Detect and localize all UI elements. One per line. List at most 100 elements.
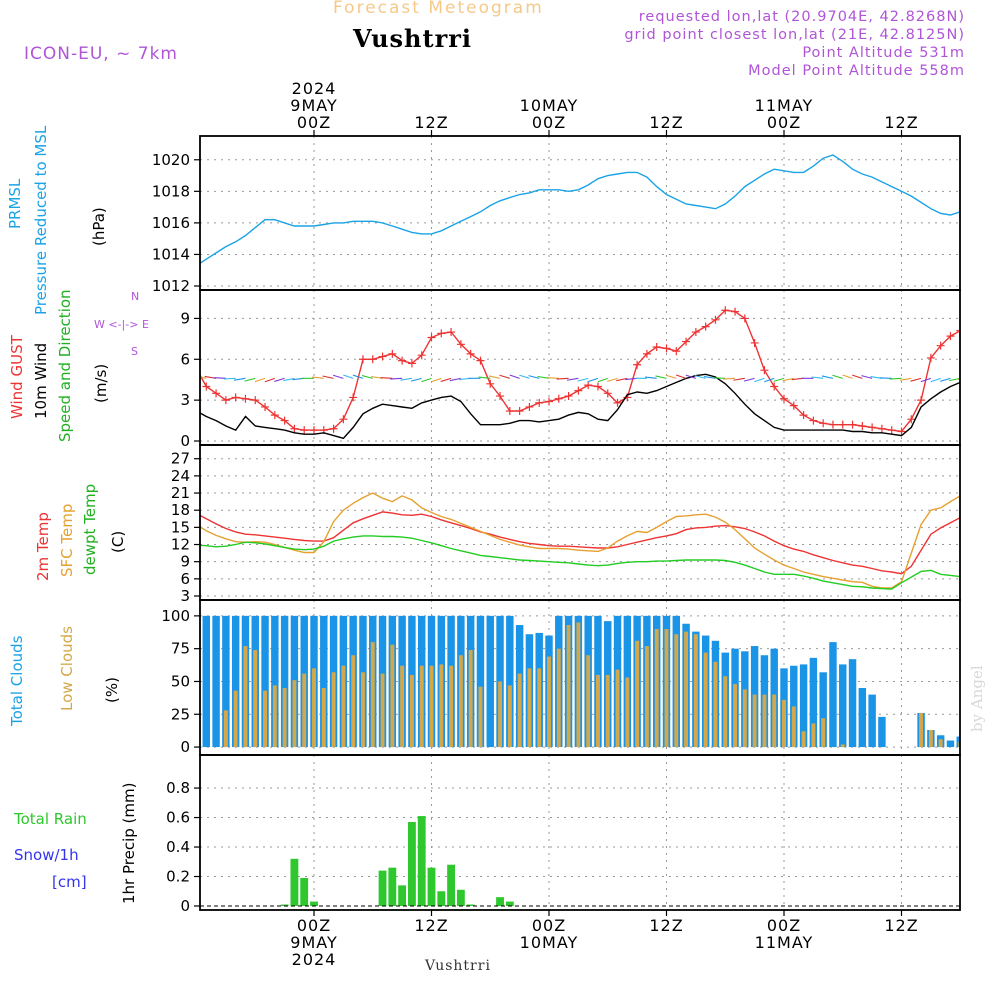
- gust-marker: [270, 411, 279, 420]
- y-tick-label: 1020: [152, 151, 190, 169]
- gust-marker: [603, 389, 612, 398]
- low-cloud-bar: [664, 628, 669, 748]
- wind-direction-arrow: [713, 377, 726, 379]
- gust-marker: [202, 382, 211, 391]
- wind-direction-arrow: [117, 378, 128, 380]
- y-tick-label: 6: [180, 570, 190, 588]
- gust-marker: [368, 355, 377, 364]
- wind-direction-arrow: [352, 374, 364, 379]
- low-cloud-bar: [811, 723, 816, 748]
- series-line-pressure: [200, 154, 960, 265]
- rain-bar: [417, 816, 426, 906]
- low-cloud-bar: [223, 710, 228, 748]
- low-cloud-bar: [840, 744, 845, 748]
- wind-direction-arrow: [343, 374, 354, 379]
- wind-direction-arrow: [167, 375, 177, 378]
- low-cloud-bar: [390, 644, 395, 748]
- gust-marker: [153, 353, 161, 361]
- wind-direction-arrow: [380, 377, 393, 379]
- total-cloud-bar: [956, 736, 960, 748]
- gust-marker: [310, 426, 318, 435]
- wind-direction-arrow: [244, 377, 256, 382]
- gust-marker: [163, 329, 171, 337]
- y-tick-label: 0: [180, 897, 190, 915]
- x-label-top: 00Z: [297, 113, 331, 132]
- product-title: Forecast Meteogram: [333, 0, 544, 18]
- gust-marker: [231, 393, 240, 402]
- low-cloud-bar: [282, 688, 287, 748]
- low-cloud-bar: [586, 655, 591, 748]
- total-cloud-bar: [0, 729, 7, 747]
- wind-direction-arrow: [910, 377, 922, 382]
- rain-bar: [456, 889, 465, 906]
- total-cloud-bar: [271, 615, 279, 748]
- low-cloud-bar: [938, 739, 943, 748]
- total-cloud-bar: [222, 615, 230, 748]
- low-cloud-bar: [723, 676, 728, 748]
- y-tick-label: 12: [171, 536, 190, 554]
- wind-direction-arrow: [607, 377, 618, 382]
- wind-direction-arrow: [930, 377, 941, 383]
- total-cloud-bar: [0, 713, 7, 747]
- wind-direction-arrow: [421, 377, 432, 383]
- gust-marker: [407, 359, 416, 368]
- x-label-bottom: 11MAY: [755, 933, 814, 952]
- total-cloud-bar: [486, 615, 494, 748]
- gust-marker: [858, 422, 867, 431]
- wind-direction-arrow: [566, 377, 579, 381]
- gust-marker: [564, 392, 573, 401]
- wind-direction-arrow: [509, 374, 520, 379]
- plot-pressure: [200, 154, 960, 265]
- y-tick-label: 25: [171, 705, 190, 723]
- wind-direction-arrow: [410, 377, 422, 382]
- gust-marker: [780, 394, 788, 403]
- gust-marker: [515, 407, 524, 416]
- y-tick-label: 21: [171, 484, 190, 502]
- wind-direction-arrow: [811, 376, 824, 379]
- total-cloud-bar: [134, 738, 141, 747]
- y-tick-label: 3: [180, 587, 190, 605]
- wind-direction-arrow: [400, 377, 413, 381]
- wind-direction-arrow: [186, 375, 196, 378]
- gust-marker: [378, 352, 387, 361]
- total-cloud-bar: [868, 694, 876, 748]
- series-line-10m-wind: [200, 373, 960, 440]
- wind-direction-arrow: [223, 377, 236, 380]
- gust-marker: [838, 420, 847, 429]
- gust-marker: [868, 423, 877, 432]
- wind-direction-arrow: [440, 377, 452, 382]
- total-cloud-bar: [261, 615, 269, 748]
- x-label-top: 11MAY: [755, 96, 814, 115]
- gust-marker: [897, 427, 906, 436]
- gust-marker: [124, 380, 132, 388]
- gust-marker: [144, 374, 152, 382]
- rain-bar: [408, 821, 416, 906]
- wind-direction-arrow: [528, 375, 540, 379]
- y-tick-label: 0.8: [166, 779, 190, 797]
- wind-direction-arrow: [842, 374, 853, 379]
- y-tick-label: 1012: [152, 277, 190, 295]
- wind-direction-arrow: [556, 377, 569, 380]
- low-cloud-bar: [733, 684, 737, 748]
- total-cloud-bar: [212, 615, 220, 748]
- gust-marker: [261, 402, 270, 411]
- total-cloud-bar: [0, 695, 7, 747]
- low-cloud-bar: [468, 649, 473, 748]
- low-cloud-bar: [272, 685, 277, 748]
- gust-marker: [740, 314, 749, 323]
- y-tick-label: 0: [180, 432, 190, 450]
- low-cloud-bar: [605, 674, 610, 748]
- model-label: ICON-EU, ~ 7km: [24, 44, 178, 64]
- low-cloud-bar: [449, 665, 454, 748]
- rain-bar: [466, 904, 475, 906]
- low-cloud-bar: [596, 674, 600, 748]
- wind-direction-arrow: [264, 377, 276, 383]
- gust-marker: [290, 424, 299, 433]
- wind-direction-arrow: [861, 375, 873, 379]
- wind-direction-arrow: [899, 377, 912, 381]
- gust-marker: [936, 341, 945, 350]
- low-cloud-bar: [654, 628, 659, 748]
- y-tick-label: 1016: [152, 214, 190, 232]
- wind-direction-arrow: [665, 374, 677, 379]
- wind-direction-arrow: [499, 374, 510, 379]
